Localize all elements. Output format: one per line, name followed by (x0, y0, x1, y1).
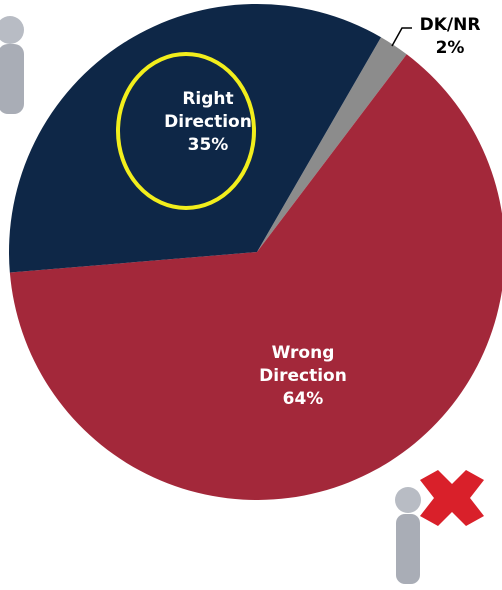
figure-top-left (0, 16, 24, 114)
pie-slice (257, 37, 407, 252)
leader-line (391, 27, 412, 47)
label-line: Right (182, 89, 233, 109)
pie-slice (9, 54, 502, 500)
pie-slice (8, 3, 381, 273)
figure-bottom-right (395, 470, 484, 584)
label-line: Direction (164, 112, 252, 132)
label-line: Direction (259, 366, 347, 386)
slice-label: DK/NR (420, 15, 481, 35)
highlight-circle (116, 52, 256, 210)
slice-label: Wrong Direction (259, 343, 347, 386)
slice-label: Right Direction (164, 89, 252, 132)
label-line: DK/NR (420, 15, 481, 35)
label-line: Wrong (272, 343, 335, 363)
value-label: 64% (283, 389, 324, 409)
value-label: 35% (188, 135, 229, 155)
x-icon (420, 470, 484, 526)
pie (8, 3, 502, 500)
value-label: 2% (436, 38, 465, 58)
